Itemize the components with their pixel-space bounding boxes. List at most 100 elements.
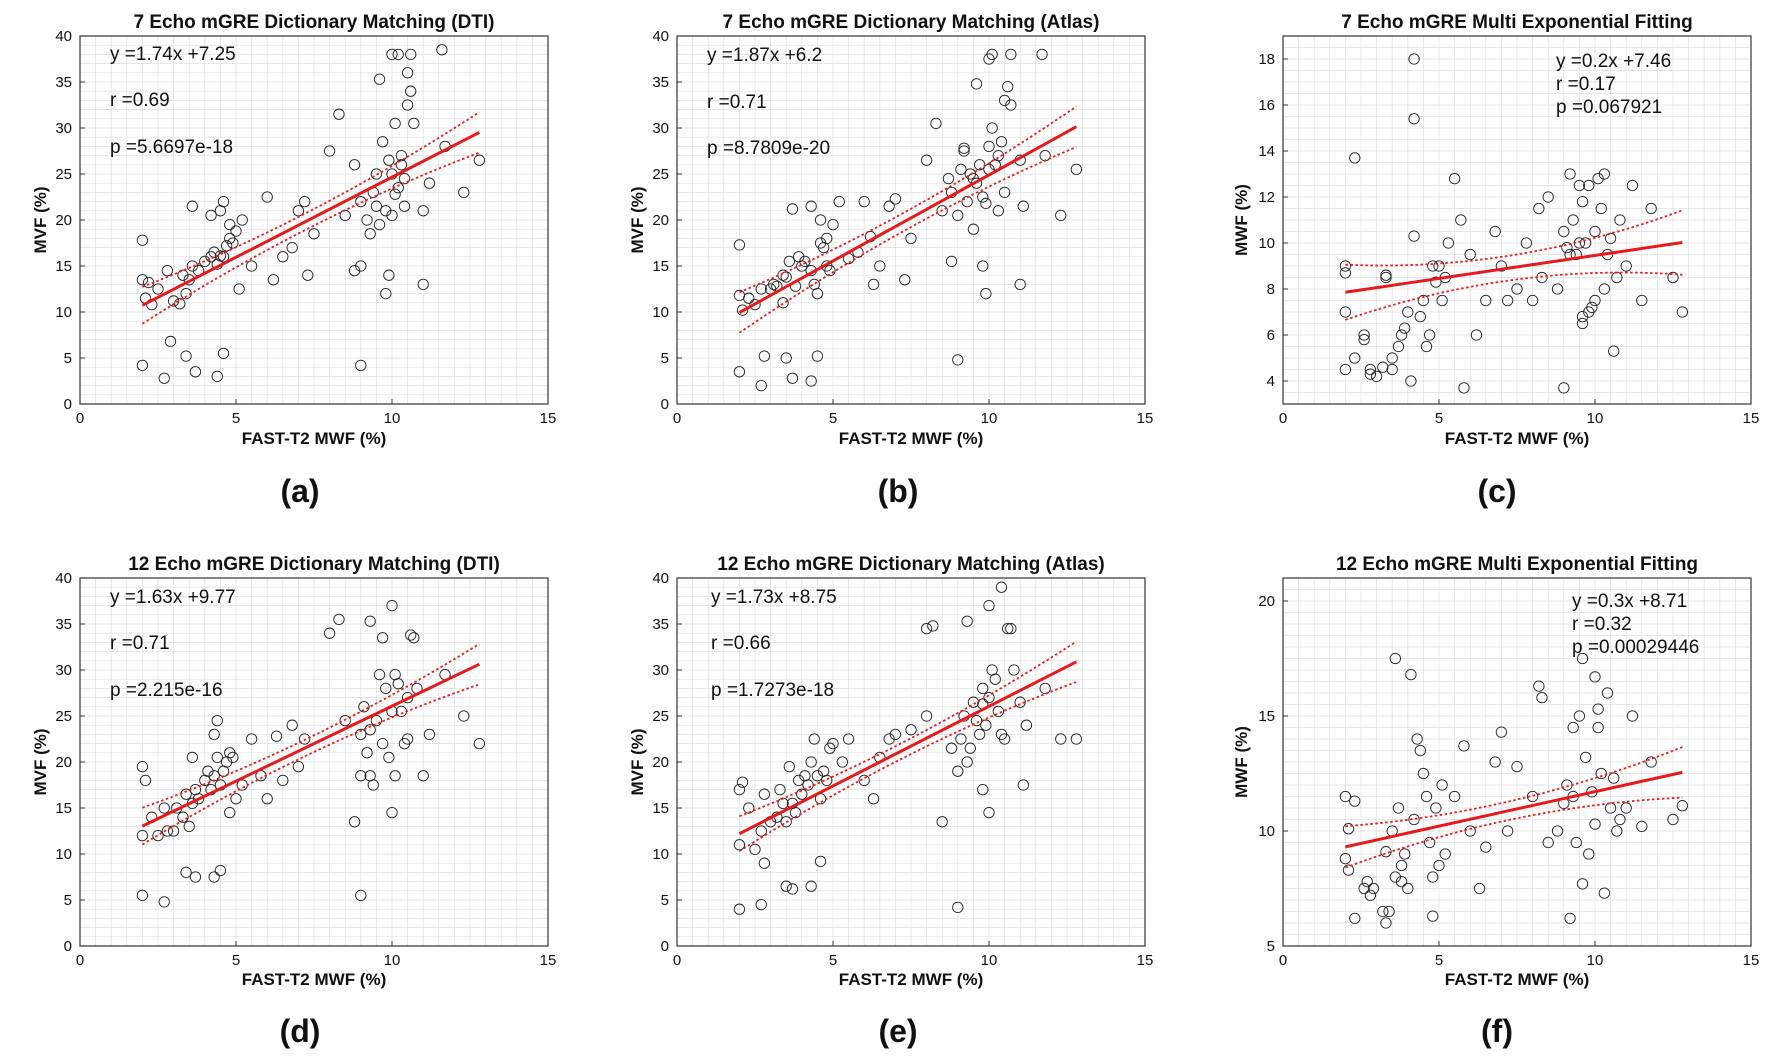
chart-title-a: 7 Echo mGRE Dictionary Matching (DTI)	[133, 12, 494, 33]
data-point	[227, 237, 239, 249]
y-tick-label: 40	[55, 570, 72, 587]
y-tick-label: 10	[55, 304, 72, 321]
data-point	[1533, 202, 1545, 215]
data-point	[401, 733, 414, 745]
data-point	[733, 839, 746, 851]
y-tick-label: 0	[661, 938, 669, 955]
data-point	[945, 742, 958, 754]
data-point	[224, 806, 236, 819]
data-point	[1389, 871, 1401, 883]
data-point	[1399, 322, 1411, 334]
annotation-f: y =0.3x +8.71 r =0.32 p =0.00029446	[1572, 591, 1699, 658]
data-point	[158, 372, 170, 384]
data-point	[1402, 882, 1414, 895]
data-point	[961, 195, 973, 208]
data-point	[952, 765, 964, 777]
x-tick-label: 0	[673, 410, 681, 427]
scatter-points-a	[136, 44, 486, 384]
y-tick-label: 5	[64, 892, 72, 909]
grid-d	[80, 578, 548, 946]
data-point	[1592, 703, 1604, 715]
data-point	[805, 375, 817, 387]
data-point	[1589, 671, 1601, 683]
regression-line	[141, 131, 481, 307]
data-point	[417, 278, 429, 291]
data-point	[217, 195, 230, 208]
data-point	[977, 682, 989, 695]
data-point	[1489, 225, 1501, 238]
data-point	[1526, 294, 1539, 307]
data-point	[977, 783, 989, 796]
data-point	[161, 264, 174, 277]
data-point	[473, 154, 486, 166]
data-point	[458, 186, 470, 199]
grid-e	[677, 578, 1145, 946]
data-point	[899, 274, 911, 286]
data-point	[267, 274, 280, 286]
data-point	[1395, 329, 1408, 341]
data-point	[821, 774, 833, 787]
data-point	[1386, 352, 1398, 364]
data-point	[1349, 152, 1361, 164]
data-point	[1579, 237, 1592, 249]
data-point	[1436, 294, 1448, 307]
confidence-lower-line	[141, 683, 480, 846]
data-point	[270, 730, 283, 742]
data-point	[1601, 687, 1614, 699]
data-point	[189, 366, 202, 378]
data-point	[383, 269, 395, 281]
data-point	[1408, 53, 1420, 65]
data-point	[1589, 225, 1601, 238]
data-point	[1614, 813, 1626, 826]
x-tick-label: 0	[673, 952, 681, 969]
data-point	[1339, 363, 1352, 376]
data-point	[1039, 682, 1051, 695]
data-point	[1342, 823, 1355, 835]
data-point	[827, 218, 839, 231]
annotation-p-b: p =8.7809e-20	[707, 138, 830, 159]
data-point	[952, 209, 964, 222]
data-point	[436, 44, 448, 56]
axis-ticks-a: 0 5 10 15 0 5 10 15 20 25 30 35 40	[55, 28, 556, 427]
grid-c	[1283, 36, 1751, 404]
data-point	[380, 205, 392, 217]
data-point	[158, 896, 170, 908]
annotation-d: y =1.63x +9.77 r =0.71 p =2.215e-16	[110, 587, 236, 701]
confidence-lower-line	[141, 151, 480, 325]
data-point	[364, 615, 376, 627]
data-point	[1458, 740, 1470, 752]
data-point	[1520, 237, 1533, 249]
data-point	[1464, 248, 1476, 261]
data-point	[952, 354, 964, 366]
data-point	[1598, 283, 1611, 295]
panel-b: 0 5 10 15 0 5 10 15 20 25 30 35 40 7 Echo mGRE Dicti…	[628, 12, 1153, 509]
data-point	[214, 864, 227, 877]
x-axis-label-e: FAST-T2 MWF (%)	[839, 970, 983, 989]
data-point	[395, 149, 408, 162]
data-point	[376, 136, 389, 148]
data-point	[814, 855, 827, 868]
confidence-upper-line	[739, 640, 1077, 818]
data-point	[261, 793, 273, 805]
data-point	[199, 255, 211, 268]
data-point	[1420, 790, 1433, 803]
confidence-upper-line	[739, 105, 1077, 294]
data-point	[1017, 779, 1029, 791]
data-point	[1620, 260, 1632, 272]
data-point	[1626, 710, 1639, 722]
data-point	[743, 292, 755, 304]
data-point	[1480, 841, 1492, 853]
x-tick-label: 5	[1435, 410, 1443, 427]
data-point	[755, 283, 767, 295]
x-axis-label-d: FAST-T2 MWF (%)	[242, 970, 386, 989]
data-point	[1070, 733, 1083, 745]
y-tick-label: 15	[652, 800, 669, 817]
x-tick-label: 10	[384, 952, 401, 969]
data-point	[1349, 912, 1361, 925]
data-point	[1055, 733, 1067, 745]
data-point	[398, 200, 411, 212]
data-point	[355, 359, 367, 372]
data-point	[961, 756, 973, 768]
